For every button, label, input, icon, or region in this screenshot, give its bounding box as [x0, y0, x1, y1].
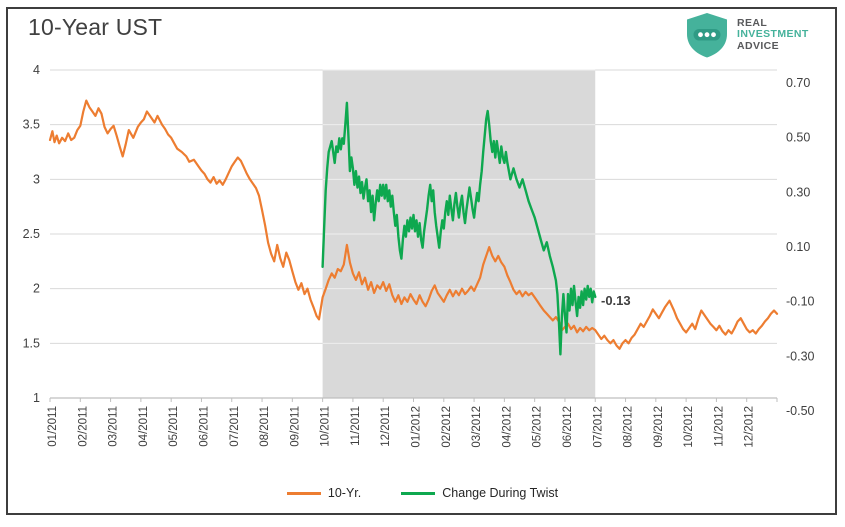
x-tick-label: 10/2011: [320, 406, 332, 447]
x-tick-label: 08/2012: [623, 406, 635, 448]
right-tick-label: 0.50: [786, 131, 810, 145]
x-tick-label: 06/2011: [198, 406, 210, 447]
left-tick-label: 1.5: [23, 336, 40, 350]
x-tick-label: 12/2011: [380, 406, 392, 447]
x-tick-label: 11/2012: [713, 406, 725, 447]
x-tick-label: 04/2012: [501, 406, 513, 448]
brand-word-advice: ADVICE: [737, 39, 780, 52]
right-tick-label: -0.30: [786, 349, 815, 363]
x-tick-label: 03/2011: [108, 406, 120, 447]
left-tick-label: 3: [33, 172, 40, 186]
brand-wordmark: REAL INVESTMENT ADVICE: [737, 16, 809, 53]
chart-title: 10-Year UST: [28, 14, 163, 40]
x-tick-label: 04/2011: [138, 406, 150, 447]
legend-item-10yr: 10-Yr.: [286, 486, 362, 500]
x-tick-label: 12/2012: [744, 406, 756, 448]
x-tick-label: 09/2012: [653, 406, 665, 448]
left-tick-label: 3.5: [23, 118, 40, 132]
x-tick-label: 05/2012: [532, 406, 544, 448]
right-tick-label: -0.50: [786, 404, 815, 418]
legend-label-twist: Change During Twist: [442, 486, 559, 500]
series-10yr-line: [48, 99, 779, 350]
shield-logo-icon: [687, 13, 727, 58]
last-value-annotation: -0.13: [601, 293, 631, 308]
right-tick-label: 0.70: [786, 76, 810, 90]
series-twist-change-line: [321, 101, 597, 356]
left-tick-label: 2.5: [23, 227, 40, 241]
x-tick-label: 08/2011: [259, 406, 271, 447]
left-axis-labels: 4 3.5 3 2.5 2 1.5 1: [23, 63, 40, 405]
left-tick-label: 4: [33, 63, 40, 77]
right-tick-label: 0.10: [786, 240, 810, 254]
chart-legend: 10-Yr. Change During Twist: [0, 486, 845, 500]
legend-label-10yr: 10-Yr.: [327, 486, 362, 500]
x-tick-label: 11/2011: [350, 406, 362, 446]
x-tick-label: 07/2011: [229, 406, 241, 447]
x-axis-labels: 01/2011 02/2011 03/2011 04/2011 05/2011 06/20…: [47, 406, 756, 448]
right-tick-label: -0.10: [786, 295, 815, 309]
x-tick-label: 02/2011: [77, 406, 89, 447]
brand-logo: REAL INVESTMENT ADVICE: [684, 12, 809, 58]
brand-word-real: REAL: [737, 16, 768, 29]
x-tick-label: 07/2012: [592, 406, 604, 448]
legend-item-twist: Change During Twist: [401, 486, 558, 500]
legend-swatch-twist: [401, 491, 436, 495]
left-tick-label: 2: [33, 282, 40, 296]
x-tick-label: 10/2012: [683, 406, 695, 448]
right-tick-label: 0.30: [786, 185, 810, 199]
x-tick-label: 06/2012: [562, 406, 574, 448]
x-axis: [49, 397, 778, 402]
legend-swatch-10yr: [286, 491, 321, 495]
x-tick-label: 02/2012: [441, 406, 453, 448]
x-tick-label: 01/2012: [411, 406, 423, 448]
left-tick-label: 1: [33, 391, 40, 405]
right-axis-labels: 0.70 0.50 0.30 0.10 -0.10 -0.30 -0.50: [786, 76, 815, 418]
gridlines: [50, 69, 777, 399]
x-tick-label: 09/2011: [289, 406, 301, 447]
x-tick-label: 01/2011: [47, 406, 59, 447]
x-tick-label: 05/2011: [168, 406, 180, 447]
brand-word-investment: INVESTMENT: [737, 28, 809, 41]
x-tick-label: 03/2012: [471, 406, 483, 448]
